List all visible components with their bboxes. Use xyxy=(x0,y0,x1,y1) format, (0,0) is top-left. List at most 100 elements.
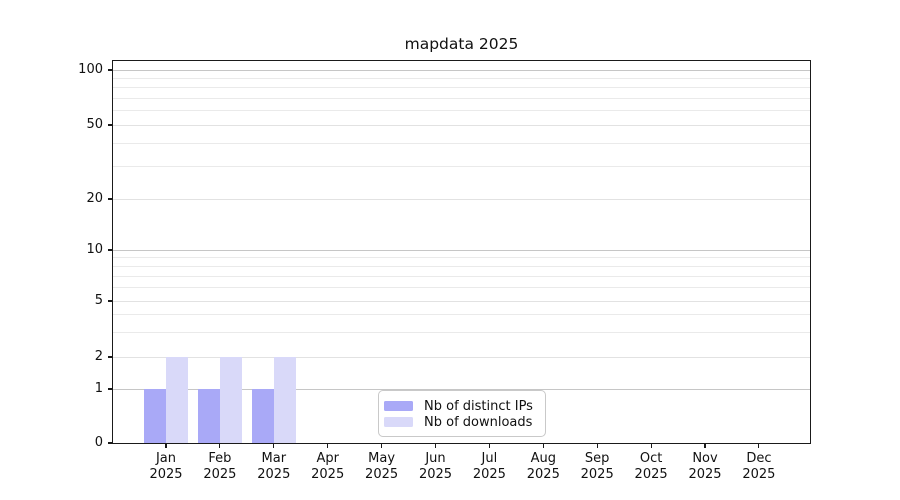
gridline-major xyxy=(113,69,810,71)
x-tick-month: Feb xyxy=(208,451,232,466)
bars-layer xyxy=(113,61,810,443)
x-tick-label-jan: Jan 2025 xyxy=(134,451,198,482)
bar-downloads-jan xyxy=(166,357,188,443)
x-tick-mark xyxy=(542,443,544,448)
grid-layer xyxy=(113,61,810,443)
x-tick-month: Sep xyxy=(584,451,610,466)
gridline-minor xyxy=(113,265,810,267)
x-tick-month: Jun xyxy=(425,451,446,466)
legend-swatch-downloads xyxy=(384,417,413,427)
x-tick-month: Nov xyxy=(692,451,718,466)
x-tick-year: 2025 xyxy=(418,466,453,482)
gridline-minor xyxy=(113,275,810,277)
gridline-minor xyxy=(113,77,810,79)
y-tick-mark xyxy=(108,356,113,358)
legend: Nb of distinct IPs Nb of downloads xyxy=(378,390,546,437)
x-tick-mark xyxy=(758,443,760,448)
gridline-minor xyxy=(113,287,810,289)
y-tick-label: 2 xyxy=(94,349,103,364)
bar-downloads-mar xyxy=(273,357,296,443)
y-tick-mark xyxy=(108,124,113,126)
chart-title: mapdata 2025 xyxy=(404,35,519,53)
x-tick-label-aug: Aug 2025 xyxy=(511,451,575,482)
x-tick-month: Jan xyxy=(155,451,177,466)
x-tick-label-dec: Dec 2025 xyxy=(727,451,791,482)
y-tick-mark xyxy=(108,69,113,71)
x-tick-mark xyxy=(596,443,598,448)
legend-item-downloads: Nb of downloads xyxy=(384,414,545,430)
gridline-minor xyxy=(113,110,810,112)
x-tick-month: Aug xyxy=(530,451,556,466)
x-tick-year: 2025 xyxy=(149,466,183,482)
plot-area xyxy=(112,60,811,444)
x-tick-label-jul: Jul 2025 xyxy=(457,451,521,482)
x-tick-month: May xyxy=(368,451,396,466)
bar-distinct-ips-mar xyxy=(251,389,274,443)
x-tick-mark xyxy=(650,443,652,448)
gridline-minor xyxy=(113,87,810,89)
y-tick-label: 20 xyxy=(86,191,103,206)
y-tick-label: 10 xyxy=(86,242,103,257)
y-tick-label: 5 xyxy=(94,293,103,308)
x-tick-mark xyxy=(165,443,167,448)
y-tick-label: 100 xyxy=(78,62,103,77)
x-tick-year: 2025 xyxy=(311,466,345,482)
bar-distinct-ips-feb xyxy=(197,389,220,443)
x-tick-mark xyxy=(327,443,329,448)
y-tick-label: 1 xyxy=(94,381,103,396)
x-tick-label-oct: Oct 2025 xyxy=(619,451,683,482)
x-tick-year: 2025 xyxy=(634,466,668,482)
legend-label-downloads: Nb of downloads xyxy=(424,414,533,430)
x-tick-mark xyxy=(273,443,275,448)
x-tick-month: Apr xyxy=(316,451,339,466)
x-tick-label-nov: Nov 2025 xyxy=(673,451,737,482)
x-tick-label-apr: Apr 2025 xyxy=(296,451,360,482)
x-tick-year: 2025 xyxy=(472,466,506,482)
gridline-tick xyxy=(113,124,810,126)
x-tick-mark xyxy=(704,443,706,448)
y-tick-label: 0 xyxy=(94,435,103,450)
y-tick-mark xyxy=(108,198,113,200)
x-tick-mark xyxy=(488,443,490,448)
bar-distinct-ips-jan xyxy=(144,389,166,443)
legend-swatch-distinct-ips xyxy=(384,401,413,411)
gridline-minor xyxy=(113,97,810,99)
gridline-minor xyxy=(113,257,810,259)
x-tick-label-mar: Mar 2025 xyxy=(242,451,306,482)
x-tick-month: Dec xyxy=(746,451,772,466)
gridline-minor xyxy=(113,142,810,144)
x-tick-year: 2025 xyxy=(580,466,614,482)
x-tick-label-sep: Sep 2025 xyxy=(565,451,629,482)
x-tick-label-may: May 2025 xyxy=(350,451,414,482)
gridline-tick xyxy=(113,356,810,358)
y-tick-mark xyxy=(108,249,113,251)
legend-label-distinct-ips: Nb of distinct IPs xyxy=(424,398,533,414)
y-tick-mark xyxy=(108,388,113,390)
legend-item-distinct-ips: Nb of distinct IPs xyxy=(384,398,545,414)
x-tick-mark xyxy=(219,443,221,448)
y-tick-mark xyxy=(108,442,113,444)
gridline-minor xyxy=(113,314,810,316)
x-tick-mark xyxy=(434,443,437,448)
x-tick-year: 2025 xyxy=(257,466,291,482)
y-tick-mark xyxy=(108,300,113,302)
x-tick-label-feb: Feb 2025 xyxy=(188,451,252,482)
x-tick-label-jun: Jun 2025 xyxy=(404,451,468,482)
gridline-minor xyxy=(113,165,810,167)
x-tick-month: Jul xyxy=(481,451,498,466)
x-tick-mark xyxy=(381,443,383,448)
y-tick-label: 50 xyxy=(86,117,103,132)
x-tick-year: 2025 xyxy=(688,466,722,482)
x-tick-year: 2025 xyxy=(742,466,776,482)
x-tick-year: 2025 xyxy=(526,466,560,482)
gridline-tick xyxy=(113,300,810,302)
x-tick-year: 2025 xyxy=(203,466,237,482)
x-tick-month: Mar xyxy=(261,451,287,466)
gridline-tick xyxy=(113,198,810,200)
gridline-major xyxy=(113,388,810,390)
gridline-minor xyxy=(113,331,810,333)
bar-downloads-feb xyxy=(219,357,242,443)
x-tick-month: Oct xyxy=(639,451,663,466)
gridline-major xyxy=(113,249,810,251)
